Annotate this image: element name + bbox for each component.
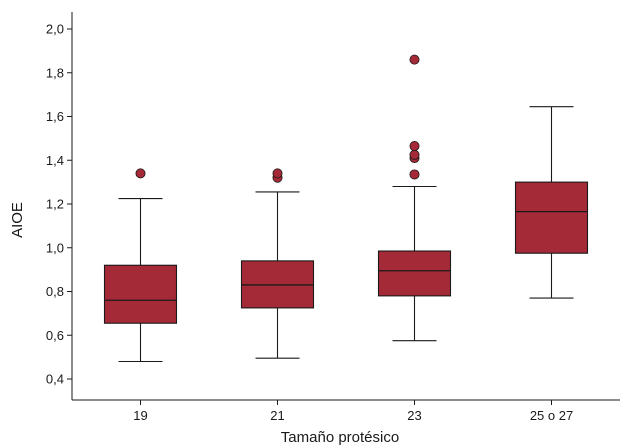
y-tick-label: 1,0 [46,240,64,255]
x-tick-label: 25 o 27 [530,408,573,423]
x-axis-title: Tamaño protésico [281,429,399,446]
y-tick-label: 0,8 [46,284,64,299]
y-tick-label: 0,6 [46,328,64,343]
box-iqr [103,264,178,324]
y-tick-label: 0,4 [46,372,64,387]
box-iqr [514,181,589,254]
y-tick-label: 1,2 [46,197,64,212]
x-tick-label: 23 [407,408,421,423]
y-tick-label: 1,4 [46,153,64,168]
x-tick-label: 21 [270,408,284,423]
plot-area: 0,4 0,6 0,8 1,0 1,2 1,4 1,6 1,8 2,0 19 21 23 25 o 27 [46,12,620,423]
outlier-point [272,168,283,179]
box-iqr [377,250,452,297]
y-tick-label: 1,6 [46,109,64,124]
y-tick-label: 1,8 [46,65,64,80]
outlier-point [409,141,420,152]
outlier-point [409,149,420,160]
y-axis-title: AIOE [9,202,26,238]
outlier-point [409,54,420,65]
x-tick-label: 19 [133,408,147,423]
outlier-point [135,168,146,179]
outlier-point [409,169,420,180]
y-tick-label: 2,0 [46,22,64,37]
